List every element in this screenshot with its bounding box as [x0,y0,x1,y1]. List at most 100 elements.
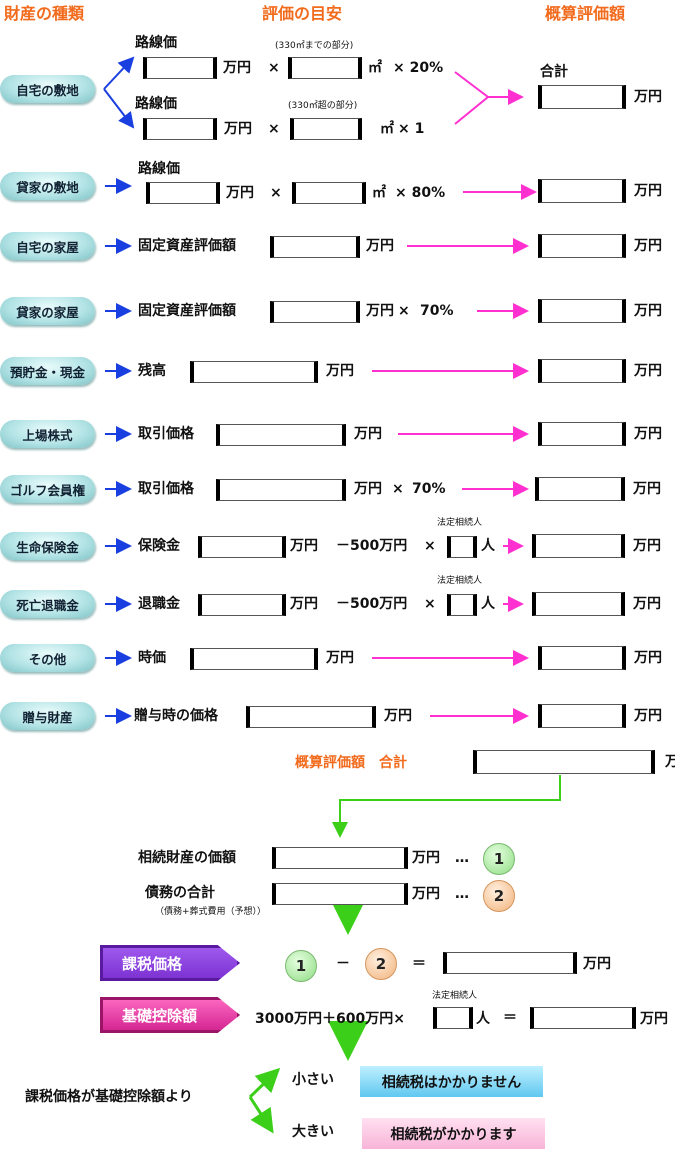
home-house-basis: 固定資産評価額 [138,238,236,254]
stocks-input[interactable] [216,424,346,446]
tax-due-result: 相続税がかかります [362,1118,545,1149]
deduction-heirs-input[interactable] [433,1007,473,1029]
retirement-result-input[interactable] [532,592,625,616]
rental-land-area-input[interactable] [292,182,366,204]
home-land-price-input-1[interactable] [143,57,217,79]
retirement-result-unit: 万円 [633,596,661,612]
life-insurance-input[interactable] [198,536,286,558]
unit: 万円 [366,238,394,254]
rental-house-result-unit: 万円 [634,303,662,319]
home-land-result-input[interactable] [538,85,626,109]
life-insurance-heirs-input[interactable] [447,536,477,558]
gift-input[interactable] [246,706,376,728]
life-insurance-result-input[interactable] [532,534,625,558]
rental-house-basis: 固定資産評価額 [138,303,236,319]
person: 人 [476,1011,490,1027]
unit: 万円 [290,596,318,612]
header-valuation-guide: 評価の目安 [262,4,343,23]
deduction-formula: 3000万円＋600万円× [255,1011,405,1027]
savings-result-unit: 万円 [634,363,662,379]
no-tax-result: 相続税はかかりません [360,1066,543,1097]
unit: 万円 [384,708,412,724]
gift-basis: 贈与時の価格 [134,708,218,724]
savings-input[interactable] [190,361,318,383]
unit: 万円 [354,481,382,497]
circle-1-icon: 1 [285,950,317,982]
rental-land-price-input[interactable] [146,182,220,204]
pill-life-insurance[interactable]: 生命保険金 [0,532,95,560]
home-house-result-unit: 万円 [634,238,662,254]
rental-land-result-input[interactable] [538,179,626,203]
pill-retirement[interactable]: 死亡退職金 [0,590,95,618]
equals: ＝ [503,1010,517,1026]
deduction-input[interactable] [530,1007,636,1029]
larger-label: 大きい [292,1124,334,1140]
home-house-input[interactable] [270,236,360,258]
retirement-deduction: －500万円 [336,596,408,612]
golf-result-input[interactable] [535,477,625,501]
unit: 万円 [354,426,382,442]
person: 人 [481,538,495,554]
rental-land-price-label: 路線価 [138,161,180,177]
taxable-price-input[interactable] [443,952,577,974]
debt-input[interactable] [272,883,408,905]
debt-label: 債務の合計 [145,885,215,901]
unit: 万円 [326,650,354,666]
pill-golf[interactable]: ゴルフ会員権 [0,475,95,503]
pill-rental-land[interactable]: 貸家の敷地 [0,172,95,200]
home-land-blue-arrow-down [103,88,135,129]
golf-basis: 取引価格 [138,481,194,497]
gift-result-unit: 万円 [634,708,662,724]
pill-stocks[interactable]: 上場株式 [0,420,95,448]
total-input[interactable] [473,750,655,774]
other-input[interactable] [190,648,318,670]
rental-house-input[interactable] [270,301,360,323]
home-land-result-unit: 万円 [634,89,662,105]
estate-label: 相続財産の価額 [138,850,236,866]
other-result-input[interactable] [538,646,626,670]
pill-rental-house[interactable]: 貸家の家屋 [0,297,95,325]
minus: － [336,956,350,972]
savings-result-input[interactable] [538,359,626,383]
pill-home-house[interactable]: 自宅の家屋 [0,232,95,260]
deduction-heirs-label: 法定相続人 [432,991,478,1001]
home-house-result-input[interactable] [538,234,626,258]
savings-basis: 残高 [138,363,166,379]
retirement-heirs-label: 法定相続人 [437,576,483,586]
unit: 万円 [290,538,318,554]
pill-gift[interactable]: 贈与財産 [0,702,95,730]
total-green-arrow [332,775,561,838]
circle-2-icon: 2 [483,880,515,912]
golf-input[interactable] [216,479,346,501]
stocks-result-unit: 万円 [634,426,662,442]
pill-savings[interactable]: 預貯金・現金 [0,357,95,385]
times: × [424,596,436,612]
home-land-rate-1: × 20% [393,60,444,76]
times: × [270,185,282,201]
unit: 万円 [226,185,254,201]
dots: … [455,850,469,866]
gift-result-input[interactable] [538,704,626,728]
estate-input[interactable] [272,847,408,869]
retirement-basis: 退職金 [138,596,180,612]
unit: 万円 [366,303,394,319]
rental-house-result-input[interactable] [538,299,626,323]
pill-home-land[interactable]: 自宅の敷地 [0,75,95,103]
unit: 万円 [412,850,440,866]
home-land-price-input-2[interactable] [143,118,217,140]
compare-label: 課税価格が基礎控除額より [25,1089,193,1105]
retirement-input[interactable] [198,594,286,616]
home-land-blue-arrow-up [103,56,135,90]
home-land-area-input-2[interactable] [290,118,362,140]
retirement-heirs-input[interactable] [447,594,477,616]
home-land-total-label: 合計 [540,64,568,80]
home-land-area-input-1[interactable] [288,57,362,79]
rental-land-result-unit: 万円 [634,183,662,199]
equals: ＝ [412,956,426,972]
times: × [398,303,410,319]
green-arrow-larger [248,1096,274,1134]
stocks-result-input[interactable] [538,422,626,446]
sqm: ㎡ [372,185,386,201]
pill-other[interactable]: その他 [0,644,95,672]
home-land-price-label-2: 路線価 [135,96,177,112]
